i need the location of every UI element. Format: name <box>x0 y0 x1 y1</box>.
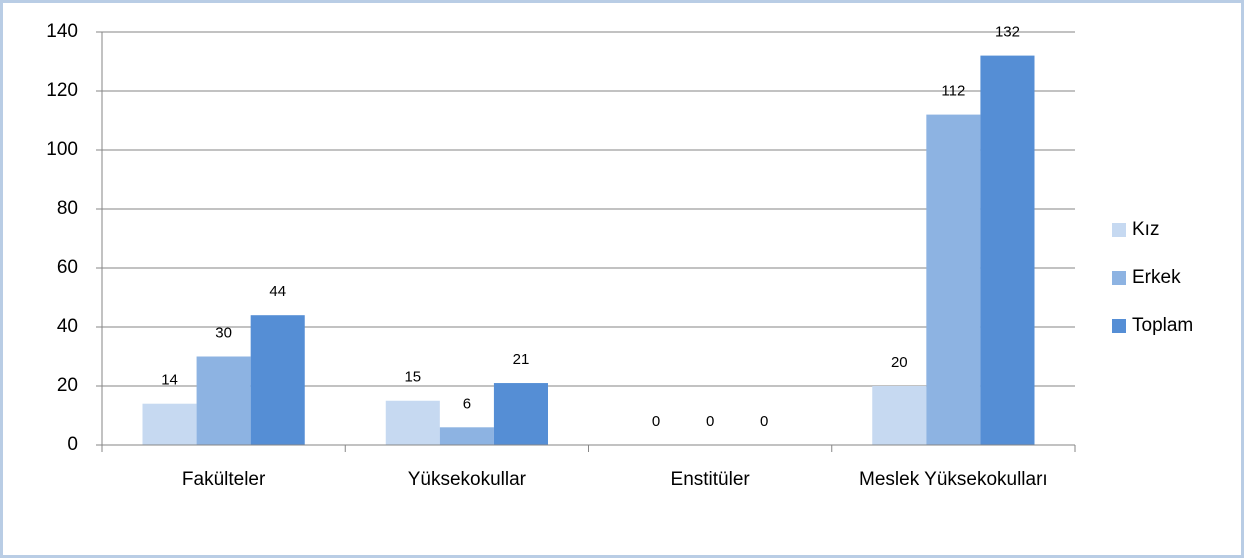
bar <box>250 315 305 445</box>
value-label: 112 <box>941 83 965 100</box>
y-tick-label: 20 <box>57 375 78 396</box>
bar <box>142 403 197 445</box>
bar <box>872 386 927 445</box>
y-tick-label: 100 <box>46 139 78 160</box>
legend-label: Kız <box>1132 219 1159 240</box>
value-label: 132 <box>995 24 1020 41</box>
x-tick-label: Enstitüler <box>671 469 751 490</box>
y-tick-label: 60 <box>57 257 78 278</box>
bar <box>980 55 1035 445</box>
value-label: 14 <box>161 372 178 389</box>
value-label: 44 <box>269 283 286 300</box>
y-tick-label: 80 <box>57 198 78 219</box>
bar <box>385 400 440 445</box>
legend-swatch <box>1112 319 1126 333</box>
legend-label: Toplam <box>1132 315 1193 336</box>
y-tick-label: 0 <box>67 434 78 455</box>
value-label: 6 <box>463 395 471 412</box>
y-tick-label: 120 <box>46 80 78 101</box>
y-tick-label: 40 <box>57 316 78 337</box>
value-label: 0 <box>652 413 660 430</box>
value-label: 21 <box>513 351 530 368</box>
bar <box>493 383 548 445</box>
x-tick-label: Yüksekokullar <box>408 469 527 490</box>
bar <box>926 114 981 445</box>
legend-label: Erkek <box>1132 267 1181 288</box>
x-tick-label: Meslek Yüksekokulları <box>859 469 1048 490</box>
bar <box>196 356 251 445</box>
value-label: 15 <box>404 369 421 386</box>
value-label: 0 <box>706 413 714 430</box>
y-tick-label: 140 <box>46 21 78 42</box>
value-label: 30 <box>215 324 232 341</box>
value-label: 20 <box>891 354 908 371</box>
value-label: 0 <box>760 413 768 430</box>
bar <box>439 427 494 445</box>
legend-swatch <box>1112 223 1126 237</box>
x-tick-label: Fakülteler <box>182 469 266 490</box>
legend-swatch <box>1112 271 1126 285</box>
